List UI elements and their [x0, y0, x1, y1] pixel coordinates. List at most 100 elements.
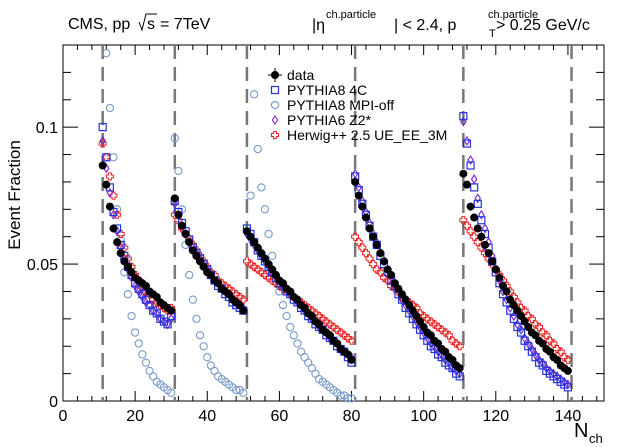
data-point: [174, 210, 183, 219]
pythia8-mpi-off-point: [109, 153, 118, 162]
herwig-point: [253, 265, 262, 274]
herwig-point: [553, 344, 562, 353]
pythia6-z2-point: [171, 198, 179, 209]
cut-eta-val: | < 2.4, p: [394, 17, 457, 34]
data-point: [105, 202, 114, 211]
pythia6-z2-point: [460, 116, 467, 127]
legend-entry-mpi: PYTHIA8 MPI-off: [270, 97, 394, 113]
axis-ticks: [62, 44, 604, 402]
pythia6-z2-point: [481, 223, 489, 234]
pythia8-mpi-off-point: [102, 49, 111, 58]
cut-pt-val: > 0.25 GeV/c: [496, 17, 590, 34]
pythia8-mpi-off-point: [289, 331, 298, 340]
herwig-point: [239, 295, 248, 304]
pythia8-mpi-off-point: [185, 270, 194, 280]
pythia8-mpi-off-point: [127, 311, 136, 321]
y-tick-label: 0.05: [27, 257, 58, 274]
pythia8-4c-point: [459, 112, 468, 121]
data-point: [563, 366, 572, 375]
pythia8-mpi-off-point: [188, 295, 197, 304]
pythia6-z2-point: [110, 209, 117, 220]
x-tick-label: 40: [198, 408, 216, 425]
herwig-point: [325, 320, 334, 329]
legend-entry-p4c: PYTHIA8 4C: [270, 82, 367, 98]
cut-eta: |η: [312, 17, 325, 34]
pythia8-4c-point: [462, 139, 472, 148]
pythia8-mpi-off-point: [282, 311, 291, 321]
pythia8-4c-point: [270, 85, 280, 95]
y-tick-label: 0.1: [36, 120, 58, 137]
data-point: [466, 202, 475, 211]
pythia8-mpi-off-point: [343, 394, 353, 403]
legend-label: PYTHIA8 4C: [287, 82, 367, 98]
series-data: [98, 161, 572, 375]
pythia8-mpi-off-point: [138, 350, 147, 359]
data-point: [372, 240, 381, 249]
data-point: [358, 202, 367, 211]
y-axis-label: Event Fraction: [5, 140, 24, 250]
pythia8-mpi-off-point: [195, 331, 205, 340]
herwig-point: [531, 320, 540, 329]
pythia8-mpi-off-point: [253, 144, 262, 154]
herwig-point: [434, 323, 443, 332]
data-point: [477, 232, 486, 241]
pythia6-z2-point: [470, 174, 478, 185]
herwig-point: [113, 210, 122, 219]
data-point: [167, 306, 176, 315]
data-point: [116, 249, 125, 258]
legend-label: PYTHIA8 MPI-off: [287, 97, 394, 113]
data-point: [347, 355, 356, 364]
legend-label: PYTHIA6 Z2*: [287, 112, 372, 128]
pythia8-mpi-off-point: [336, 391, 345, 400]
herwig-point: [441, 328, 450, 337]
pythia8-mpi-off-point: [170, 133, 179, 143]
data-point: [185, 238, 194, 247]
pythia6-z2-point: [99, 135, 106, 146]
herwig-point: [246, 260, 255, 269]
pythia6-z2-point: [478, 209, 485, 220]
pythia8-mpi-off-point: [199, 342, 208, 351]
pythia8-4c-point: [509, 314, 518, 323]
series-z2: [99, 116, 572, 390]
data-point: [462, 180, 471, 189]
pythia6-z2-point: [467, 155, 474, 166]
pythia6-z2-point: [474, 193, 482, 204]
herwig-point: [538, 328, 547, 337]
herwig-point: [322, 317, 331, 326]
data-point: [109, 224, 118, 233]
herwig-point: [430, 320, 439, 329]
data-point: [376, 249, 385, 258]
herwig-point: [452, 339, 461, 348]
data-point: [502, 287, 511, 296]
herwig-point: [336, 328, 345, 337]
pythia8-4c-point: [455, 372, 464, 381]
pythia6-z2-point: [106, 187, 114, 198]
data-point: [365, 224, 374, 233]
data-point: [102, 180, 111, 189]
pythia8-mpi-off-point: [270, 100, 280, 110]
herwig-point: [347, 336, 356, 345]
pythia8-mpi-off-point: [250, 90, 259, 99]
herwig-point: [242, 257, 251, 266]
cut-eta-sup: ch.particle: [326, 9, 376, 21]
pythia8-mpi-off-point: [260, 205, 270, 214]
herwig-point: [105, 172, 114, 181]
pythia8-mpi-off-point: [123, 290, 133, 299]
pythia8-4c-point: [102, 153, 111, 162]
herwig-point: [437, 325, 446, 334]
pythia8-mpi-off-point: [246, 191, 255, 200]
pythia8-mpi-off-point: [268, 251, 277, 261]
y-tick-label: 0: [49, 394, 58, 411]
cut-pt-sub: T: [489, 28, 496, 40]
legend-entry-herwig: Herwig++ 2.5 UE_EE_3M: [271, 127, 447, 143]
herwig-point: [318, 314, 327, 323]
pythia8-mpi-off-point: [264, 229, 273, 239]
data-point: [387, 271, 396, 280]
x-tick-label: 100: [410, 408, 437, 425]
data-point: [98, 161, 107, 170]
x-tick-label: 0: [59, 408, 68, 425]
herwig-point: [343, 334, 352, 343]
data-point: [470, 213, 479, 222]
pythia8-mpi-off-point: [278, 301, 288, 310]
herwig-point: [419, 312, 428, 321]
